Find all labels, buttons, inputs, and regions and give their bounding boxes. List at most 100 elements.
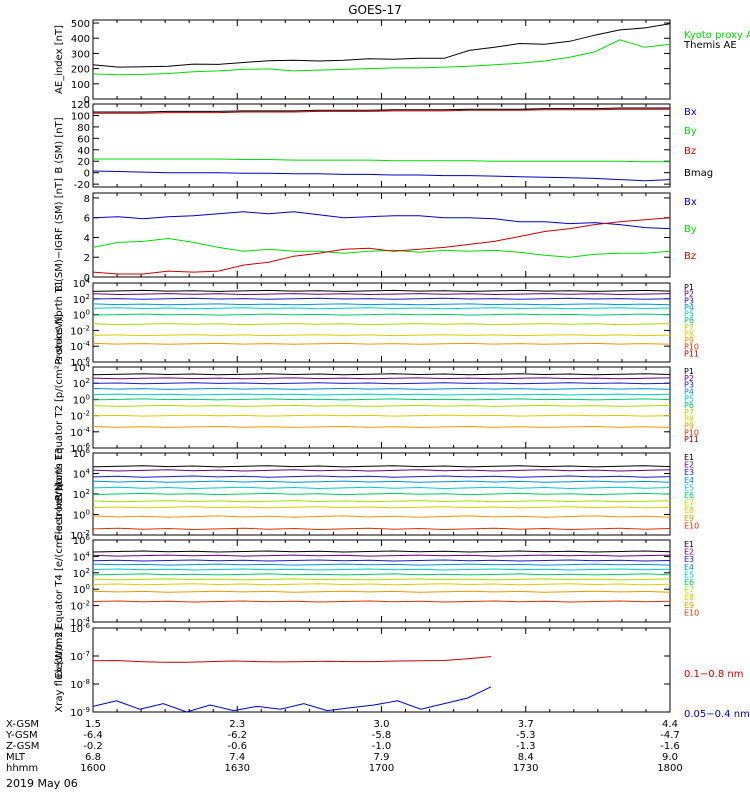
series-line xyxy=(92,23,671,68)
y-tick-label-exp: 0 xyxy=(86,583,90,591)
channel-line xyxy=(92,465,671,468)
legend-entry: P2 xyxy=(684,374,694,383)
legend-entry: P8 xyxy=(684,415,694,424)
legend-entry: P3 xyxy=(684,296,694,305)
channel-line xyxy=(92,297,671,300)
channel-line xyxy=(92,387,671,390)
channel-line xyxy=(92,414,671,417)
axis-row-value: -6.2 xyxy=(227,730,247,741)
legend-entry: P6 xyxy=(684,316,694,325)
legend-entry: P11 xyxy=(684,435,699,444)
y-axis-label: Electrons North T3 xyxy=(54,447,65,540)
legend-entry: E5 xyxy=(684,483,694,492)
axis-row-value: 1.5 xyxy=(85,719,101,730)
y-axis-label: Electrons Equator T4 [e/(cm²-s-sr-keV)] xyxy=(54,483,65,678)
y-tick-label: 100 xyxy=(73,509,90,522)
channel-line xyxy=(92,425,671,428)
legend-entry: E2 xyxy=(684,461,694,470)
legend-entry: E1 xyxy=(684,540,694,549)
channel-line xyxy=(92,404,671,407)
legend-entry: P9 xyxy=(684,336,694,345)
axis-row-label: X-GSM xyxy=(6,719,39,730)
channel-line xyxy=(92,303,671,306)
y-tick-label: 10-6 xyxy=(70,622,90,635)
legend-entry: E6 xyxy=(684,578,694,587)
channel-line xyxy=(92,583,671,586)
channel-line xyxy=(92,573,671,576)
y-tick-label-exp: 4 xyxy=(86,550,91,558)
y-tick-label: 40 xyxy=(77,146,90,157)
panel-frame xyxy=(92,627,671,713)
axis-row-value: 1700 xyxy=(369,763,394,774)
legend-entry: E10 xyxy=(684,608,699,617)
y-tick-label: 80 xyxy=(77,123,90,134)
channel-line xyxy=(92,342,671,345)
y-tick-label: -20 xyxy=(74,180,90,191)
series-line xyxy=(92,211,671,230)
y-tick-label-exp: -9 xyxy=(83,706,90,714)
y-tick-label: 10-8 xyxy=(70,678,90,691)
channel-line xyxy=(92,469,671,472)
y-tick-label: 102 xyxy=(73,293,90,306)
legend-entry: E8 xyxy=(684,506,694,515)
legend-entry: E9 xyxy=(684,514,694,523)
channel-line xyxy=(92,393,671,396)
axis-row-value: -4.7 xyxy=(660,730,680,741)
legend-entry: E7 xyxy=(684,586,694,595)
y-tick-label-exp: 2 xyxy=(86,488,90,496)
y-tick-label: 10-4 xyxy=(70,340,90,353)
axis-row-value: 1600 xyxy=(80,763,105,774)
channel-line xyxy=(92,527,671,531)
legend-entry: E6 xyxy=(684,491,694,500)
legend-entry: E4 xyxy=(684,563,694,572)
y-tick-label: 300 xyxy=(71,49,90,60)
panel-frame xyxy=(92,539,671,623)
y-tick-label-exp: 0 xyxy=(86,309,90,317)
y-tick-label-exp: -6 xyxy=(83,356,91,364)
series-line xyxy=(92,217,671,275)
channel-line xyxy=(92,600,671,603)
channel-line xyxy=(92,550,671,553)
legend-entry: E1 xyxy=(684,453,694,462)
legend-entry: P6 xyxy=(684,401,694,410)
y-tick-label: 102 xyxy=(73,488,90,501)
legend-entry: P4 xyxy=(684,303,694,312)
y-tick-label-exp: -4 xyxy=(83,426,91,434)
legend-entry: Bz xyxy=(684,251,696,262)
legend-entry: P7 xyxy=(684,323,694,332)
axis-row-value: -1.0 xyxy=(372,741,392,752)
y-tick-label: 10-9 xyxy=(70,706,90,719)
channel-line xyxy=(92,475,671,478)
panel-1: 0 100 200 300 400 500 AE_index [nT] Kyoto proxy… xyxy=(54,19,750,106)
legend-entry: P10 xyxy=(684,428,699,437)
channel-line xyxy=(92,590,671,593)
channel-line xyxy=(92,398,671,401)
axis-row-value: 6.8 xyxy=(85,752,101,763)
y-tick-label: 106 xyxy=(73,447,91,460)
legend-entry: P11 xyxy=(684,349,699,358)
channel-line xyxy=(92,313,671,316)
channel-line xyxy=(92,377,671,380)
y-tick-label-exp: -2 xyxy=(83,529,90,537)
panel-frame xyxy=(92,366,671,449)
legend-entry: P7 xyxy=(684,408,694,417)
legend-entry: P1 xyxy=(684,283,694,292)
legend-entry: P3 xyxy=(684,381,694,390)
y-tick-label-exp: 2 xyxy=(86,293,90,301)
legend-entry: E2 xyxy=(684,548,694,557)
channel-line xyxy=(92,382,671,385)
legend-entry: P10 xyxy=(684,343,699,352)
y-tick-label: 400 xyxy=(71,34,90,45)
series-line xyxy=(92,237,671,258)
axis-row-value: 3.0 xyxy=(374,719,390,730)
y-tick-label: 0 xyxy=(84,273,90,284)
axis-row-value: 7.9 xyxy=(374,752,390,763)
channel-line xyxy=(92,515,671,518)
series-line xyxy=(93,107,670,113)
series-line xyxy=(92,39,671,76)
y-tick-label-exp: -4 xyxy=(83,340,91,348)
